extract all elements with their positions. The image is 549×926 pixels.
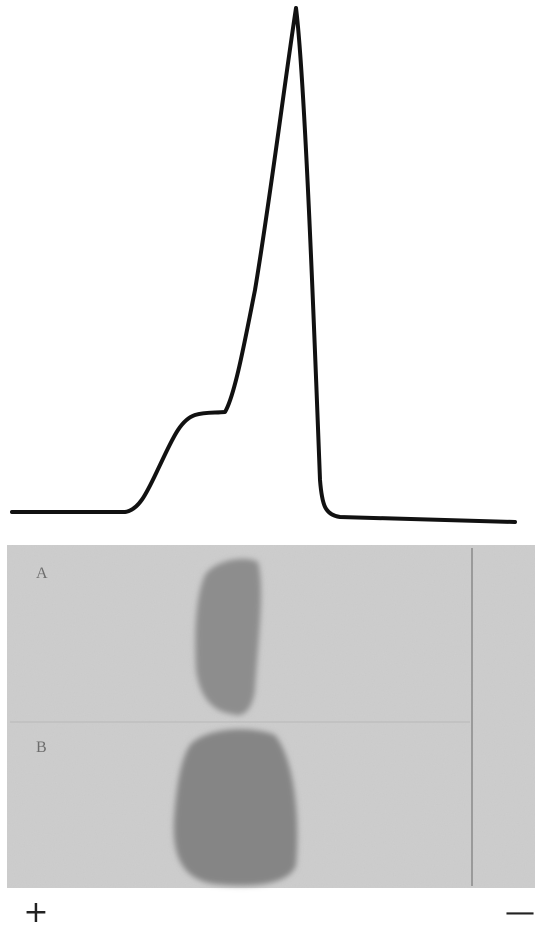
anode-label: + [23,895,48,926]
densitometry-trace [12,8,515,522]
band-b [174,729,297,885]
lane-label: A [36,565,48,582]
cathode-label: — [505,895,535,926]
page: {"gel": {"lanes": ["A", "B"]}, "polarity… [0,0,549,926]
band-a [195,559,261,715]
figure: A B + — [0,0,549,926]
lane-label: B [36,739,47,756]
